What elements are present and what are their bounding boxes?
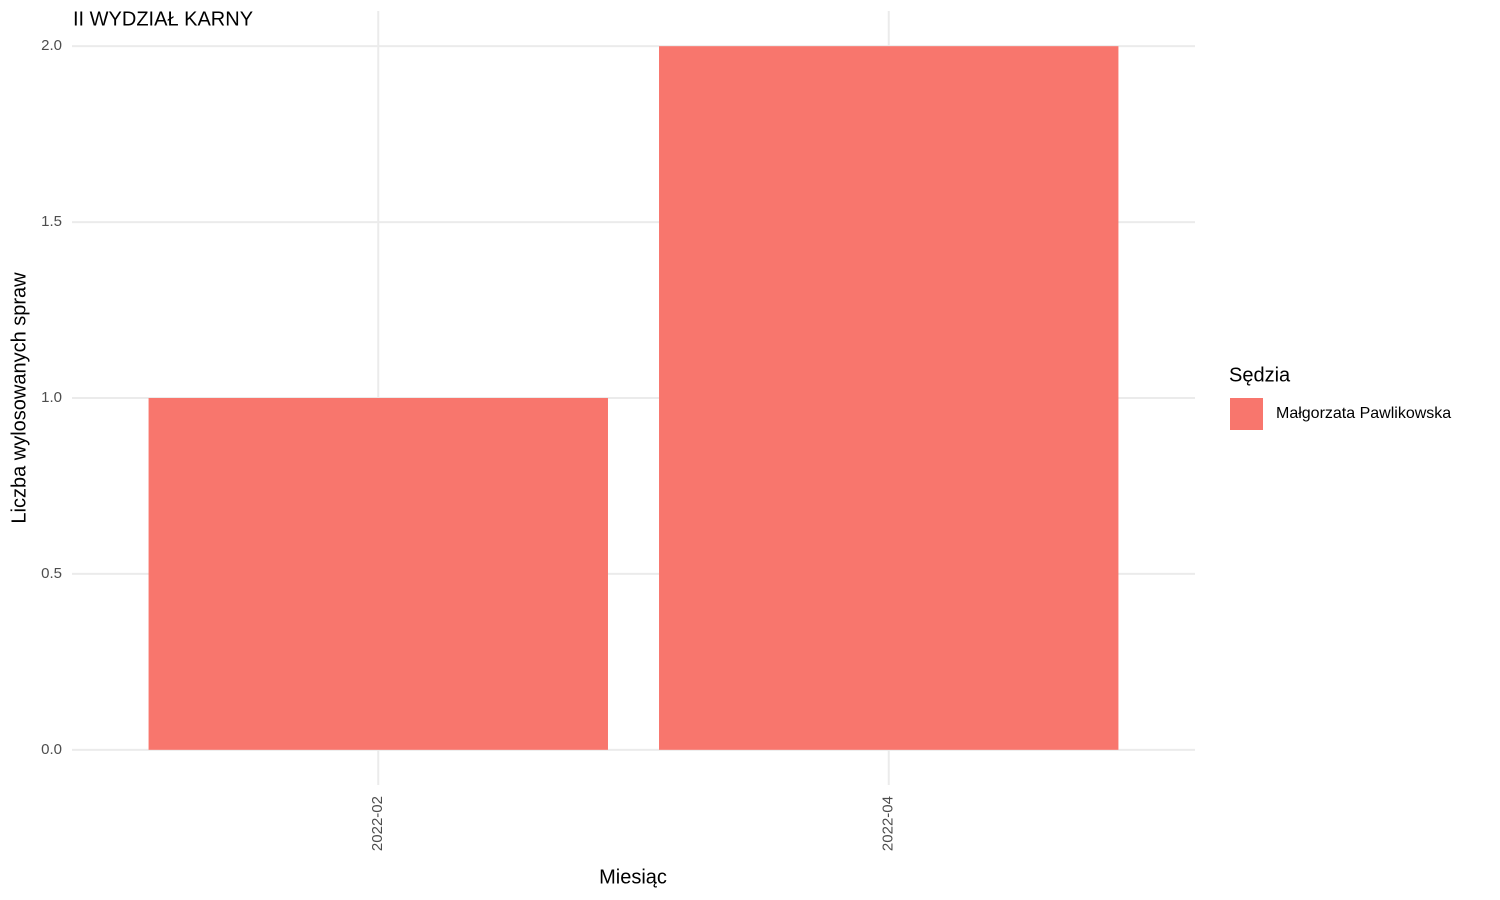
legend-title: Sędzia	[1229, 364, 1291, 386]
legend-label: Małgorzata Pawlikowska	[1276, 405, 1451, 422]
x-tick-label: 2022-02	[369, 796, 386, 851]
y-tick-label: 0.5	[41, 565, 62, 582]
y-tick-label: 0.0	[41, 741, 62, 758]
bar	[659, 46, 1119, 750]
y-tick-label: 1.5	[41, 213, 62, 230]
bar	[148, 398, 608, 750]
x-tick-label: 2022-04	[880, 796, 897, 851]
legend-swatch	[1230, 398, 1263, 430]
y-tick-label: 1.0	[41, 389, 62, 406]
chart-title: II WYDZIAŁ KARNY	[73, 8, 253, 30]
x-axis-label: Miesiąc	[599, 866, 667, 888]
y-axis-label: Liczba wylosowanych spraw	[8, 272, 30, 524]
y-tick-label: 2.0	[41, 37, 62, 54]
